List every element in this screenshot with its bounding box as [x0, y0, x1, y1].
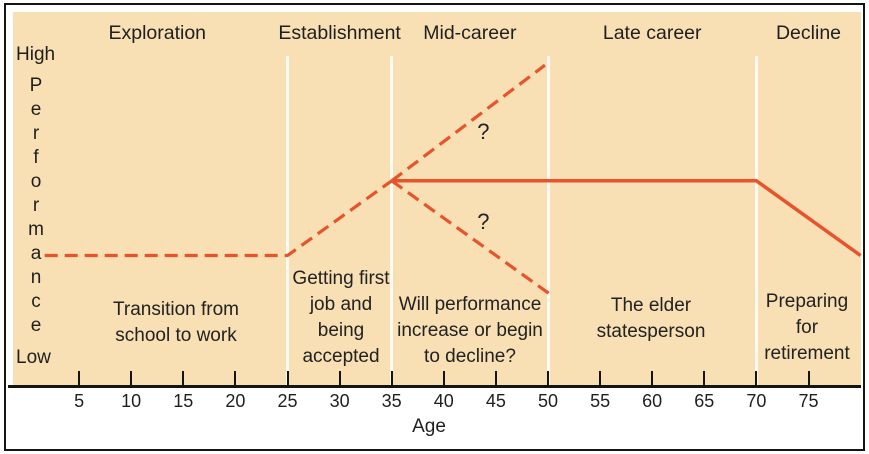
y-axis-title-letter: o: [30, 171, 42, 192]
x-tick-label: 10: [121, 391, 142, 411]
stage-divider: [754, 56, 758, 386]
x-tick-label: 20: [225, 391, 246, 411]
x-tick: [494, 371, 497, 385]
x-tick-label: 50: [537, 391, 559, 411]
x-axis-line: [8, 385, 861, 388]
x-tick-label: 15: [173, 391, 194, 411]
x-axis-title: Age: [412, 416, 446, 437]
x-tick: [599, 371, 602, 385]
x-tick-label: 25: [277, 391, 298, 411]
stage-divider: [546, 56, 550, 386]
x-tick-label: 60: [642, 391, 663, 411]
x-tick: [547, 371, 549, 385]
x-tick: [651, 371, 654, 385]
stage-label-exploration: Exploration: [108, 22, 207, 44]
x-tick: [390, 371, 393, 385]
y-axis-title-letter: m: [28, 219, 44, 240]
x-tick-label: 40: [433, 391, 454, 411]
stage-label-late-career: Late career: [602, 22, 702, 44]
annotation-late-career: The elder statesperson: [596, 295, 706, 342]
annotation-mid-career: Will performance increase or begin to de…: [397, 294, 543, 367]
x-tick-label: 55: [590, 391, 611, 411]
x-tick: [130, 371, 133, 385]
x-tick-label: 5: [74, 391, 85, 411]
y-axis-title-letter: e: [30, 315, 42, 336]
x-tick: [234, 371, 237, 385]
x-tick-label: 75: [798, 391, 819, 411]
annotation-exploration: Transition from school to work: [113, 299, 239, 346]
y-axis-title-letter: P: [29, 75, 43, 96]
question-mark: ?: [477, 208, 490, 234]
x-tick-label: 70: [746, 391, 767, 411]
x-tick: [182, 371, 185, 385]
stage-label-mid-career: Mid-career: [423, 22, 517, 44]
y-axis-high-label: High: [16, 44, 56, 65]
stage-divider: [286, 56, 289, 386]
x-tick: [807, 371, 810, 385]
x-tick-label: 35: [381, 391, 402, 411]
annotation-decline: Preparing for retirement: [764, 291, 850, 364]
y-axis-title-letter: n: [30, 267, 42, 288]
y-axis-title-letter: c: [31, 291, 41, 312]
x-tick-label: 65: [694, 391, 715, 411]
x-tick: [286, 371, 289, 385]
x-tick: [338, 371, 341, 385]
stage-label-decline: Decline: [775, 22, 842, 44]
stage-label-establishment: Establishment: [278, 22, 401, 44]
x-tick-label: 30: [329, 391, 350, 411]
annotation-establishment: Getting first job and being accepted: [292, 268, 390, 367]
y-axis-title-letter: r: [32, 195, 40, 216]
stage-divider: [390, 56, 394, 386]
y-axis-title-letter: r: [32, 123, 40, 144]
x-tick: [703, 371, 706, 385]
x-tick: [442, 371, 445, 385]
y-axis-title-letter: f: [33, 147, 39, 168]
x-tick: [78, 371, 81, 385]
question-mark: ?: [477, 119, 490, 145]
y-axis-title-letter: e: [30, 99, 42, 120]
y-axis-low-label: Low: [16, 347, 51, 368]
y-axis-title-letter: a: [30, 243, 42, 264]
x-tick: [755, 371, 758, 385]
x-tick-label: 45: [485, 391, 506, 411]
